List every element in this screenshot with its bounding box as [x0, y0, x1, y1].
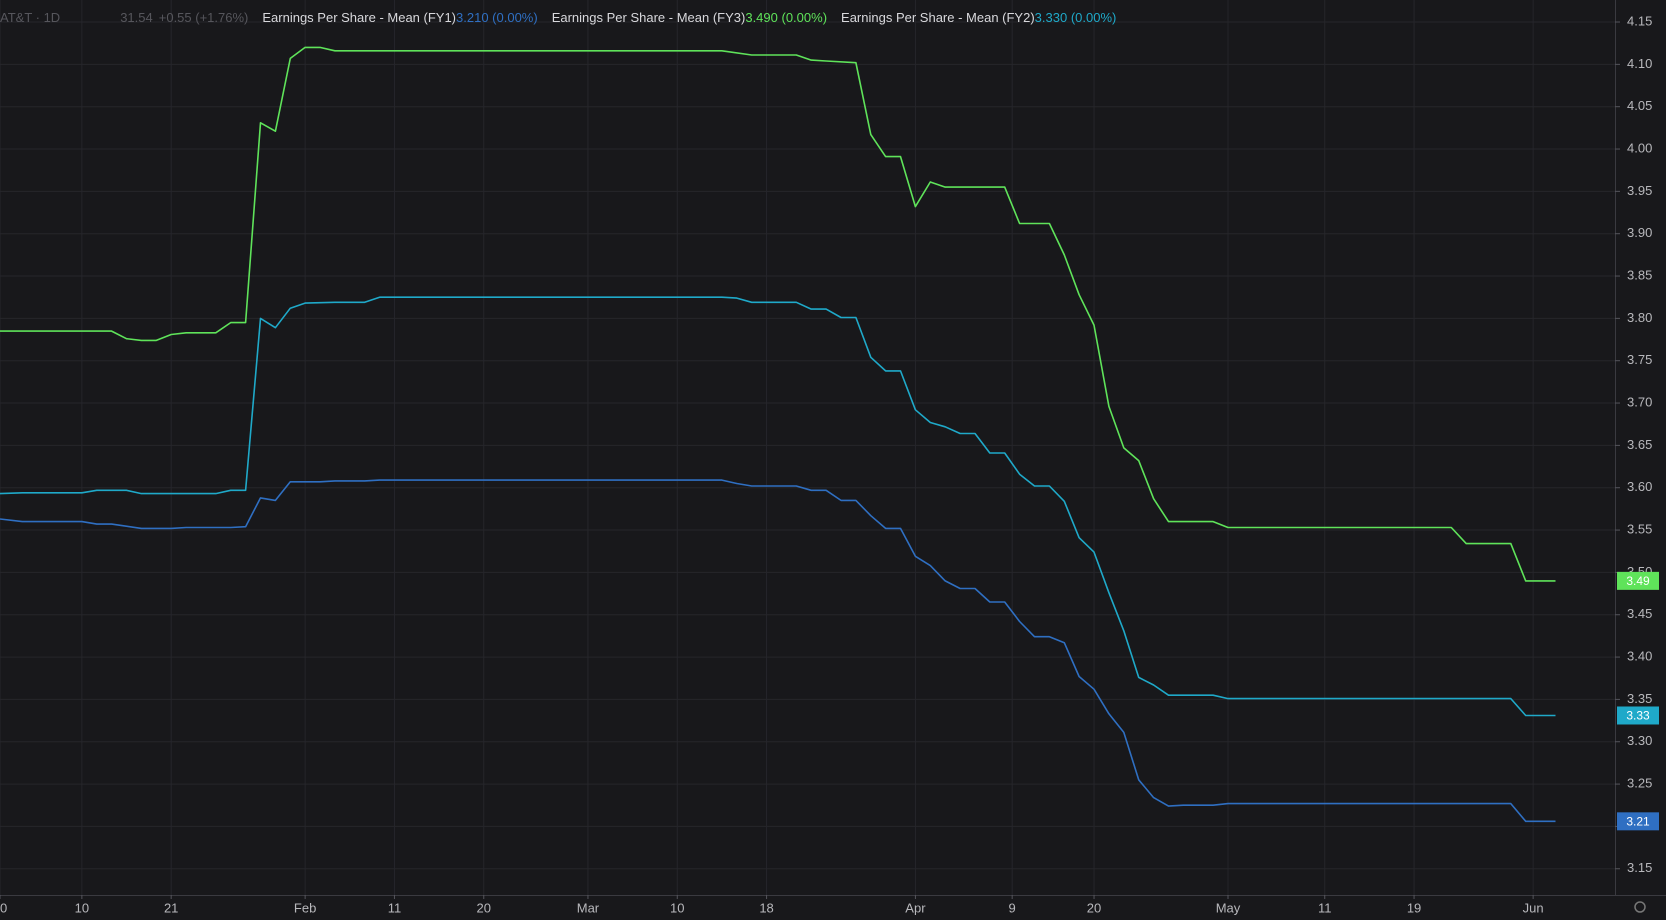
x-tick-label: 18: [759, 900, 773, 915]
y-tick-label: 3.65: [1627, 437, 1652, 452]
legend-value: 3.33: [1034, 10, 1060, 25]
price-tag: [1617, 706, 1659, 725]
x-tick-label: 20: [477, 900, 491, 915]
legend-value: 3.49: [745, 10, 771, 25]
x-tick-label: Mar: [577, 900, 600, 915]
legend-change: 0 (0.00%): [481, 10, 538, 25]
y-tick-label: 3.95: [1627, 183, 1652, 198]
y-tick-label: 4.15: [1627, 13, 1652, 28]
y-tick-label: 4.05: [1627, 98, 1652, 113]
legend-item[interactable]: Earnings Per Share - Mean (FY3)3.490 (0.…: [552, 10, 827, 25]
legend-change: 0 (0.00%): [770, 10, 828, 25]
y-tick-label: 3.40: [1627, 649, 1652, 664]
price-tag-label: 3.33: [1626, 709, 1650, 723]
y-tick-label: 3.60: [1627, 479, 1652, 494]
legend-name: Earnings Per Share - Mean (FY1): [262, 10, 457, 25]
y-tick-label: 3.35: [1627, 691, 1652, 706]
price-tag-label: 3.49: [1626, 574, 1650, 588]
y-tick-label: 4.00: [1627, 140, 1652, 155]
settings-icon[interactable]: [1634, 901, 1646, 913]
y-tick-label: 3.90: [1627, 225, 1652, 240]
x-tick-label: 21: [164, 900, 178, 915]
price-tag: [1617, 571, 1659, 590]
x-tick-label: 19: [1407, 900, 1421, 915]
x-tick-label: 10: [75, 900, 89, 915]
y-tick-label: 3.30: [1627, 733, 1652, 748]
x-tick-label: Feb: [294, 900, 316, 915]
header-change: +0.55 (+1.76%): [158, 10, 249, 25]
legend-value: 3.21: [456, 10, 482, 25]
series-line: [0, 46, 1556, 582]
x-tick-label: 10: [670, 900, 684, 915]
gear[interactable]: [1634, 901, 1646, 913]
x-tick-label: 11: [1318, 900, 1332, 915]
price-tag-label: 3.21: [1626, 815, 1650, 829]
grid: [0, 0, 1615, 895]
header-title: AT&T · 1D: [0, 10, 61, 25]
x-tick-label: Jun: [1523, 900, 1544, 915]
y-tick-label: 4.10: [1627, 56, 1652, 71]
x-tick-label: 11: [388, 900, 402, 915]
x-tick-label: 9: [1009, 900, 1016, 915]
x-tick-label: May: [1216, 900, 1241, 915]
x-tick-label: Apr: [905, 900, 926, 915]
y-tick-label: 3.55: [1627, 521, 1652, 536]
x-tick-label: 0: [0, 900, 7, 915]
legend-name: Earnings Per Share - Mean (FY2): [841, 10, 1035, 25]
legend-change: 0 (0.00%): [1059, 10, 1117, 25]
y-tick-label: 3.45: [1627, 606, 1652, 621]
y-tick-label: 3.80: [1627, 310, 1652, 325]
y-tick-label: 3.25: [1627, 776, 1652, 791]
legend-name: Earnings Per Share - Mean (FY3): [551, 10, 746, 25]
series-line: [0, 296, 1556, 717]
legend: AT&T · 1D 31.54 +0.55 (+1.76%) Earnings …: [0, 10, 1116, 25]
y-tick-label: 3.75: [1627, 352, 1652, 367]
legend-item[interactable]: Earnings Per Share - Mean (FY1)3.210 (0.…: [262, 10, 537, 25]
y-tick-label: 3.15: [1627, 860, 1652, 875]
legend-item[interactable]: Earnings Per Share - Mean (FY2)3.330 (0.…: [841, 10, 1116, 25]
price-tag: [1617, 812, 1659, 831]
series-line: [0, 479, 1556, 823]
y-tick-label: 3.85: [1627, 267, 1652, 282]
x-tick-label: 20: [1087, 900, 1101, 915]
y-tick-label: 3.70: [1627, 394, 1652, 409]
header-price: 31.54: [120, 10, 153, 25]
